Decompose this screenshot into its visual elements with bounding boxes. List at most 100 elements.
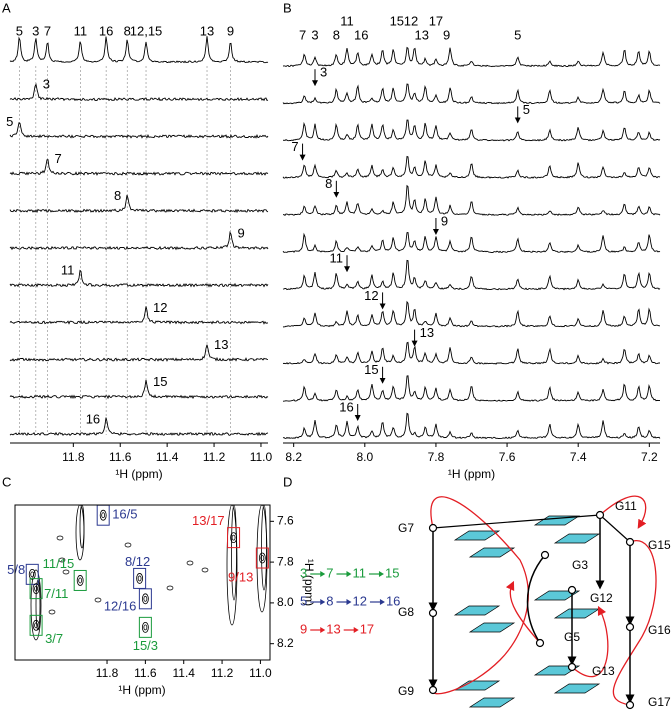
spectrum [9,159,269,176]
spectrum [282,375,661,402]
spectrum [282,341,660,365]
residue-node [428,608,438,618]
tetrad [468,622,516,633]
residue-label: G16 [648,623,671,637]
panel-label: B [283,0,292,15]
peak-label: 13 [414,27,428,42]
x-tick-label: 11.4 [156,450,179,464]
cross-peak [101,512,106,519]
peak-label: 5 [514,27,521,42]
residue-label: G5 [564,630,580,644]
y-axis-label: ¹H (ppm) [302,559,316,606]
x-tick-label: 8.0 [356,450,373,464]
cross-peak [137,575,142,582]
peak-label: 3 [43,77,50,92]
x-tick-label: 11.2 [203,450,226,464]
peak-box [25,563,39,585]
spectrum [9,306,269,325]
residue-node [625,700,635,710]
spectrum [9,194,269,214]
residue-label: G12 [590,591,613,605]
seq-arrowhead [353,627,359,633]
x-tick-label: 11.6 [134,666,157,680]
peak-label: 9 [443,27,450,42]
box-label: 7/11 [44,586,68,601]
x-tick-label: 11.0 [250,450,273,464]
plot-frame [14,504,271,661]
tetrad [533,665,581,676]
x-tick-label: 7.6 [499,450,516,464]
seq-residue: 13 [326,621,340,636]
residue-label: G13 [592,664,615,678]
cross-peak [258,552,266,564]
residue-node [567,585,577,595]
x-axis-label: ¹H (ppm) [118,683,165,697]
contour [231,504,237,601]
x-tick-label: 11.4 [172,666,195,680]
tetrad [553,608,601,619]
spectrum [9,417,269,437]
spectrum [282,46,661,68]
seq-residue: 15 [385,565,399,580]
tetrad [468,547,516,558]
cross-peak [99,509,107,521]
peak-box [96,504,110,526]
seq-residue: 11 [352,565,366,580]
x-axis-label: ¹H (ppm) [448,467,495,481]
seq-arrowhead [378,571,384,577]
contour [201,567,209,573]
x-tick-label: 7.8 [428,450,445,464]
seq-residue: 12 [352,593,366,608]
spectrum [9,231,269,251]
cross-peak [143,595,148,602]
loop [599,495,647,529]
peak-box [133,567,147,589]
backbone [526,554,546,644]
cross-peak [34,622,38,629]
peak-label: 12,15 [130,23,163,38]
residue-node [567,662,577,672]
peak-label: 7 [55,151,62,166]
cross-peak [34,585,38,592]
spectrum [9,83,269,102]
spectrum [9,122,269,139]
residue-label: G17 [648,695,671,709]
seq-residue: 7 [326,565,333,580]
peak-label: 8 [333,27,340,42]
seq-arrowhead [346,571,352,577]
seq-arrowhead [320,571,326,577]
peak-label: 11 [340,13,354,28]
peak-box [255,547,269,569]
y-tick-label: 7.8 [277,554,294,568]
cross-peak [260,555,265,561]
tetrad [533,590,581,601]
spectrum [282,155,661,179]
contour [48,609,56,615]
peak-label: 5 [6,114,13,129]
spectrum [282,259,661,291]
seq-arrowhead [320,599,326,605]
residue-node [625,537,635,547]
cross-peak [28,568,36,580]
cross-peak [231,534,236,541]
contour [62,569,70,575]
peak-box [138,588,152,610]
spectrum [282,412,661,440]
panel-label: A [2,0,11,15]
x-tick-label: 11.6 [109,450,132,464]
peak-label: 8 [325,176,332,191]
peak-label: 11 [61,263,75,278]
peak-label: 15 [364,362,378,377]
panel-label: C [2,474,11,489]
peak-label: 3 [311,27,318,42]
residue-label: G11 [615,499,637,513]
seq-residue: 8 [326,593,333,608]
peak-label: 5 [16,23,23,38]
spectrum [9,36,269,64]
box-label: 9/13 [228,569,253,584]
cross-peak [76,575,84,586]
contour [79,504,85,549]
peak-label: 8 [114,188,121,203]
seq-arrowhead [320,627,326,633]
